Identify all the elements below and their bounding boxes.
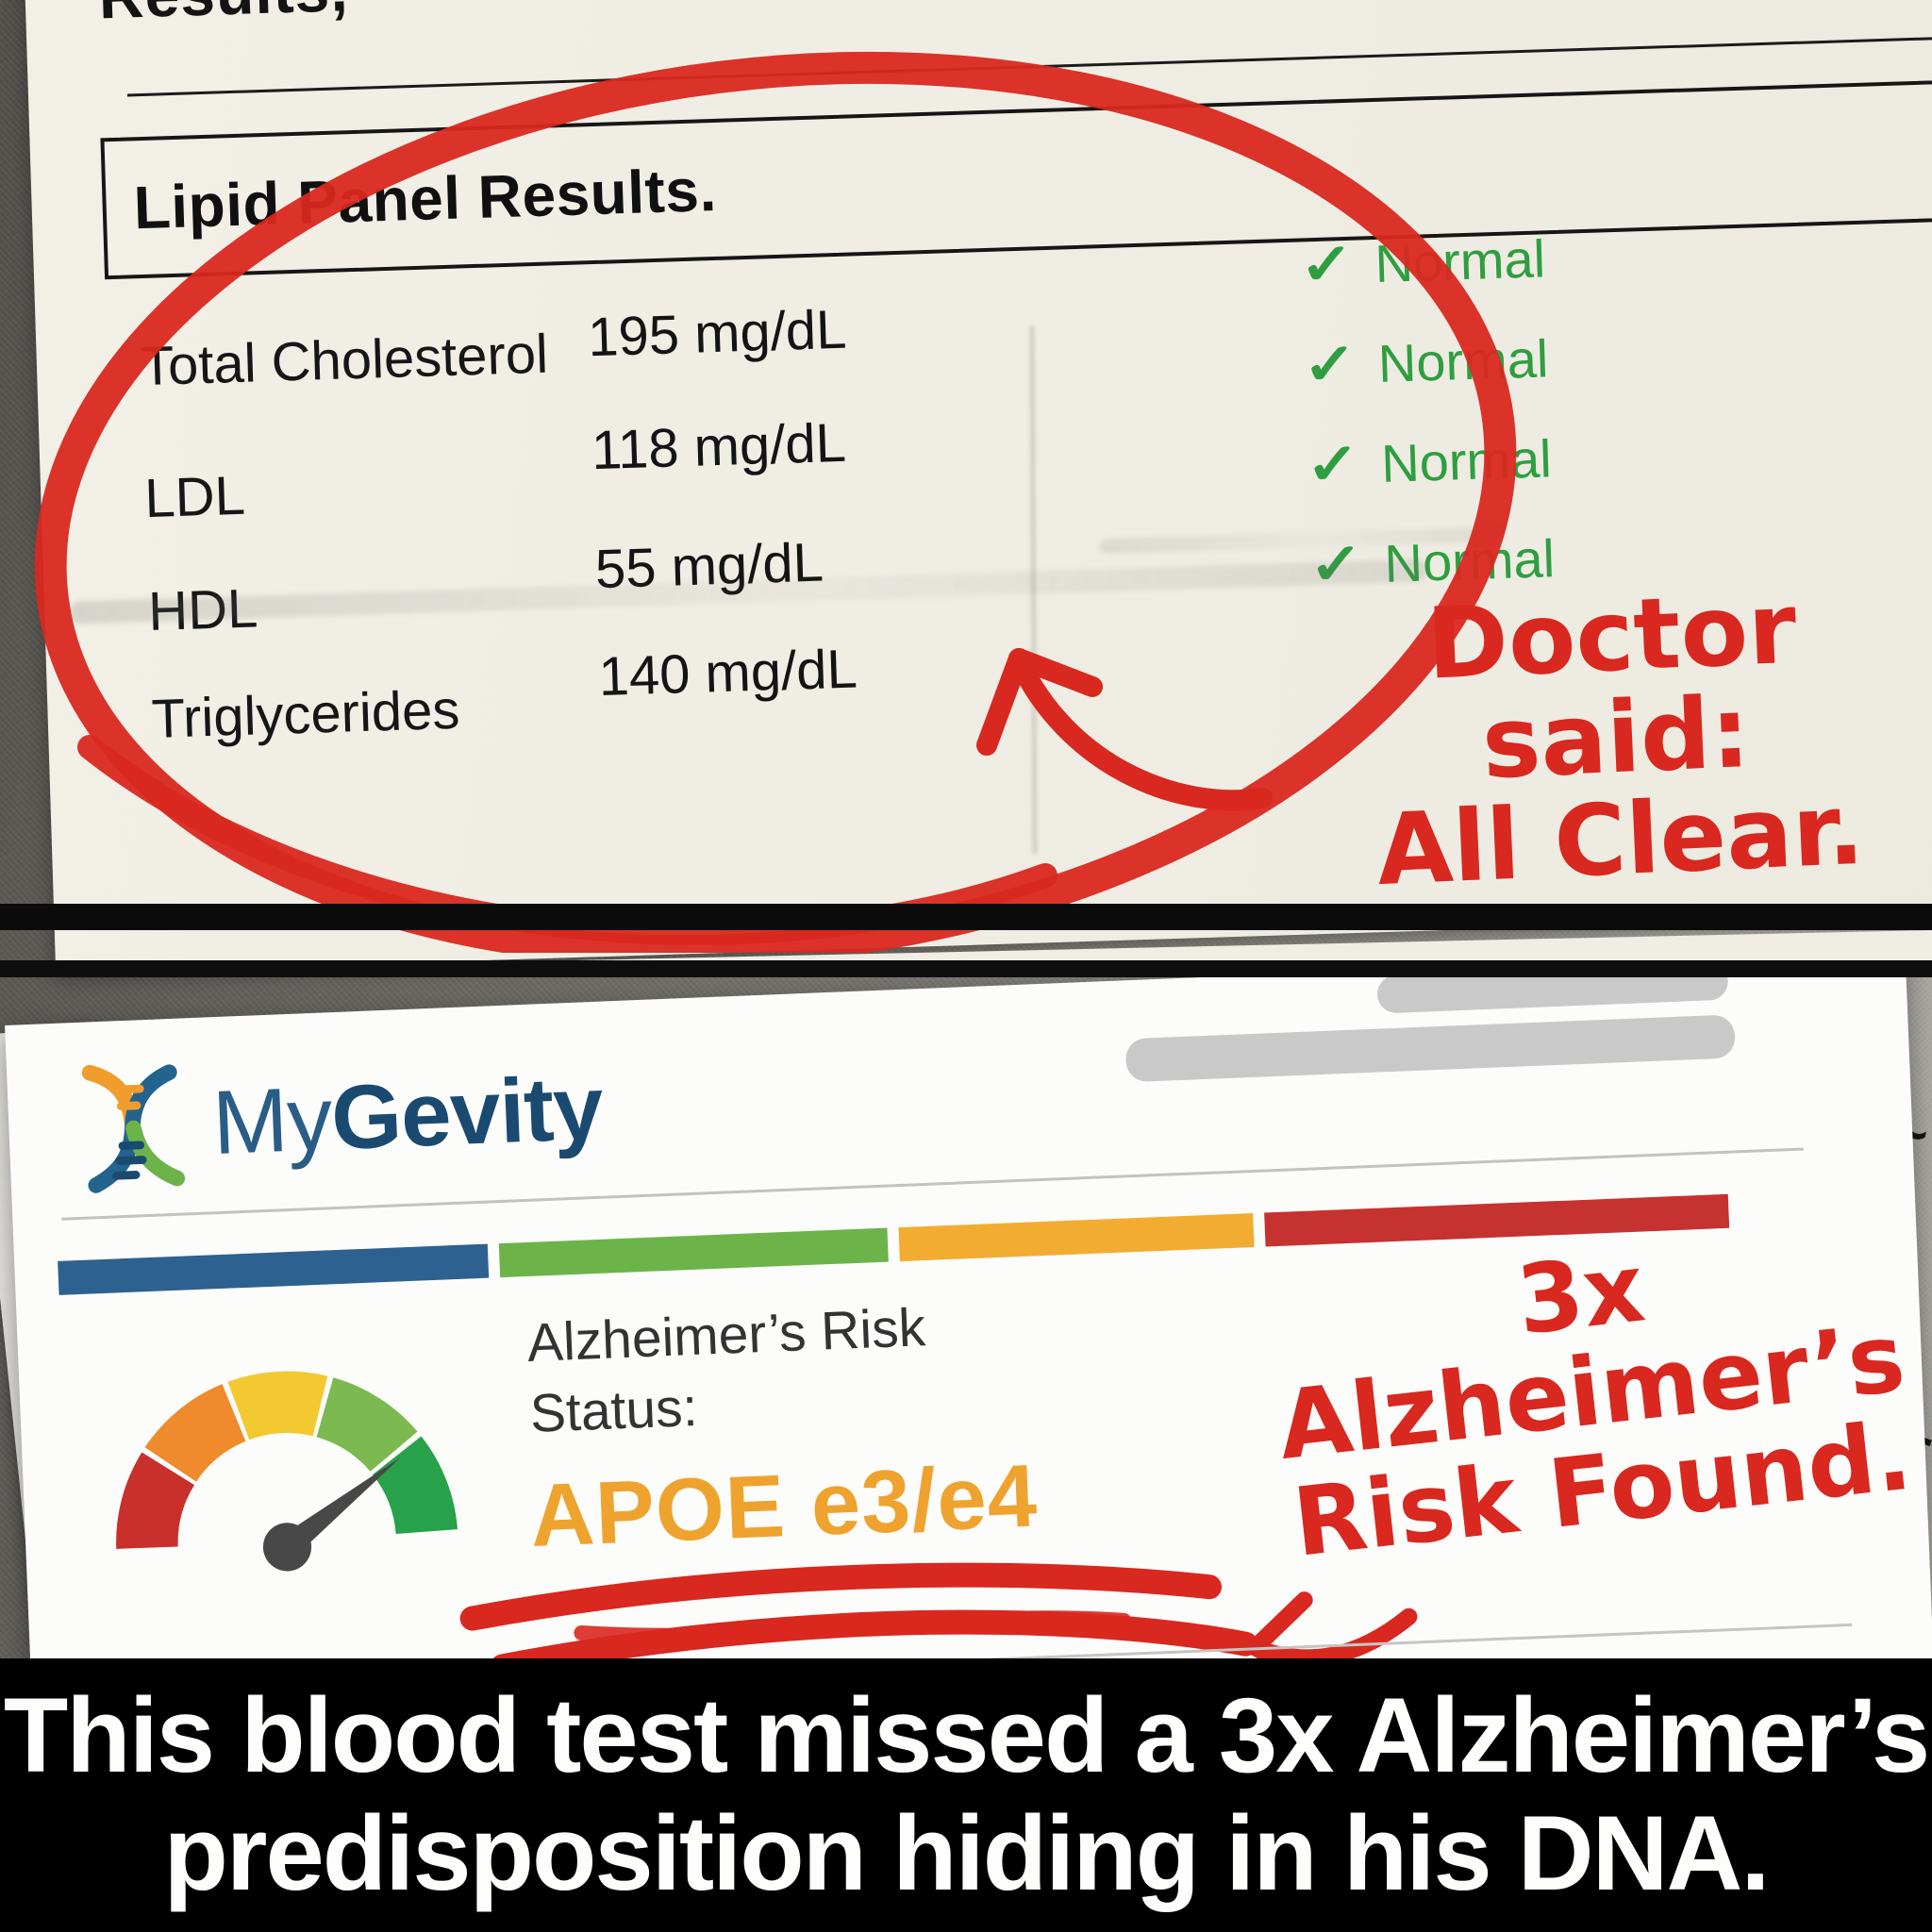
doctor-note-line1: Doctor said: bbox=[1424, 570, 1799, 802]
risk-gauge-icon bbox=[116, 1371, 458, 1572]
caption-line2: predisposition hiding in his DNA. bbox=[163, 1794, 1770, 1912]
dna-report-card: MyGevity Alzheimer’s R bbox=[5, 949, 1932, 1744]
doctor-note: Doctor said: All Clear. bbox=[1284, 570, 1932, 908]
dna-helix-icon bbox=[81, 1064, 186, 1193]
doctor-note-line2: All Clear. bbox=[1374, 771, 1867, 908]
caption-bar: This blood test missed a 3x Alzheimer’s … bbox=[0, 1658, 1932, 1932]
hand-drawn-arrow-icon bbox=[976, 648, 1273, 811]
gauge-needle bbox=[262, 1457, 401, 1572]
divider-bar bbox=[0, 904, 1932, 930]
brand-lockup: MyGevity bbox=[75, 1041, 606, 1196]
caption-line1: This blood test missed a 3x Alzheimer’s bbox=[3, 1676, 1930, 1795]
divider-bar bbox=[0, 960, 1932, 977]
marker-underline-annotation bbox=[459, 1562, 1418, 1691]
